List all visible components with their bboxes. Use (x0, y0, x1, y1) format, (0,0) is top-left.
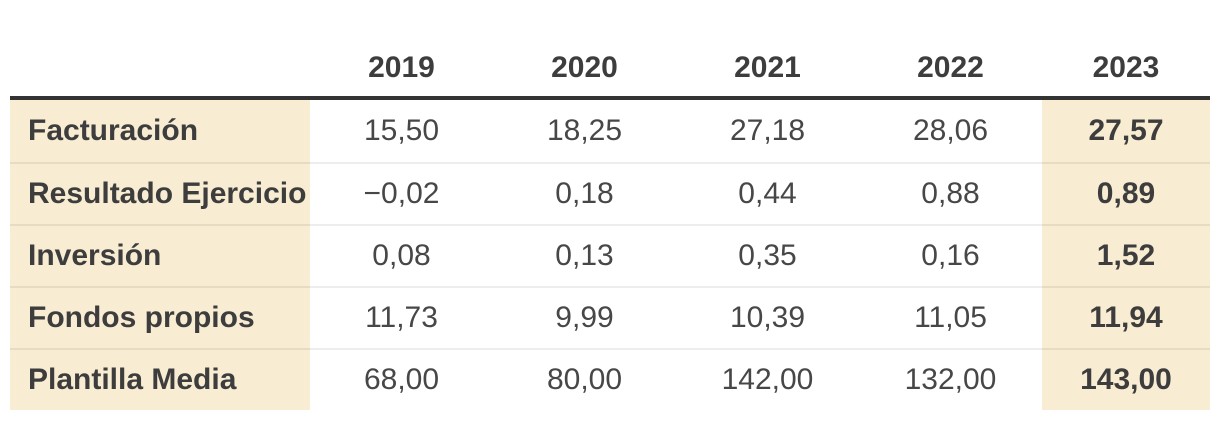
table-cell-highlighted: 0,89 (1042, 162, 1210, 224)
table-cell: 9,99 (493, 286, 676, 348)
column-header-2019: 2019 (310, 40, 493, 100)
table-cell: 0,35 (676, 224, 859, 286)
table-cell: 80,00 (493, 348, 676, 410)
table-row-facturacion: Facturación 15,50 18,25 27,18 28,06 27,5… (10, 100, 1210, 162)
column-header-2020: 2020 (493, 40, 676, 100)
table-cell: 0,88 (859, 162, 1042, 224)
table-cell: 0,13 (493, 224, 676, 286)
table-cell-highlighted: 11,94 (1042, 286, 1210, 348)
row-label: Facturación (10, 100, 310, 162)
table-row-plantilla-media: Plantilla Media 68,00 80,00 142,00 132,0… (10, 348, 1210, 410)
row-label: Resultado Ejercicio (10, 162, 310, 224)
table-row-inversion: Inversión 0,08 0,13 0,35 0,16 1,52 (10, 224, 1210, 286)
financial-data-table: 2019 2020 2021 2022 2023 Facturación 15,… (10, 40, 1210, 410)
table-cell: 132,00 (859, 348, 1042, 410)
table-cell: 142,00 (676, 348, 859, 410)
table-cell: 27,18 (676, 100, 859, 162)
table-cell: 0,18 (493, 162, 676, 224)
header-row: 2019 2020 2021 2022 2023 (10, 40, 1210, 100)
table-cell: 0,08 (310, 224, 493, 286)
table-row-resultado-ejercicio: Resultado Ejercicio −0,02 0,18 0,44 0,88… (10, 162, 1210, 224)
row-label: Plantilla Media (10, 348, 310, 410)
table-cell-highlighted: 1,52 (1042, 224, 1210, 286)
table-cell: 11,05 (859, 286, 1042, 348)
table-cell-highlighted: 143,00 (1042, 348, 1210, 410)
corner-header-empty (10, 40, 310, 100)
table-cell: 18,25 (493, 100, 676, 162)
table-cell: 28,06 (859, 100, 1042, 162)
table-row-fondos-propios: Fondos propios 11,73 9,99 10,39 11,05 11… (10, 286, 1210, 348)
column-header-2023: 2023 (1042, 40, 1210, 100)
table-cell: 68,00 (310, 348, 493, 410)
table-cell-highlighted: 27,57 (1042, 100, 1210, 162)
column-header-2022: 2022 (859, 40, 1042, 100)
table-cell: 11,73 (310, 286, 493, 348)
column-header-2021: 2021 (676, 40, 859, 100)
table-cell: 0,44 (676, 162, 859, 224)
row-label: Fondos propios (10, 286, 310, 348)
table-cell: 10,39 (676, 286, 859, 348)
table-cell: 0,16 (859, 224, 1042, 286)
row-label: Inversión (10, 224, 310, 286)
table-cell: 15,50 (310, 100, 493, 162)
table-cell: −0,02 (310, 162, 493, 224)
